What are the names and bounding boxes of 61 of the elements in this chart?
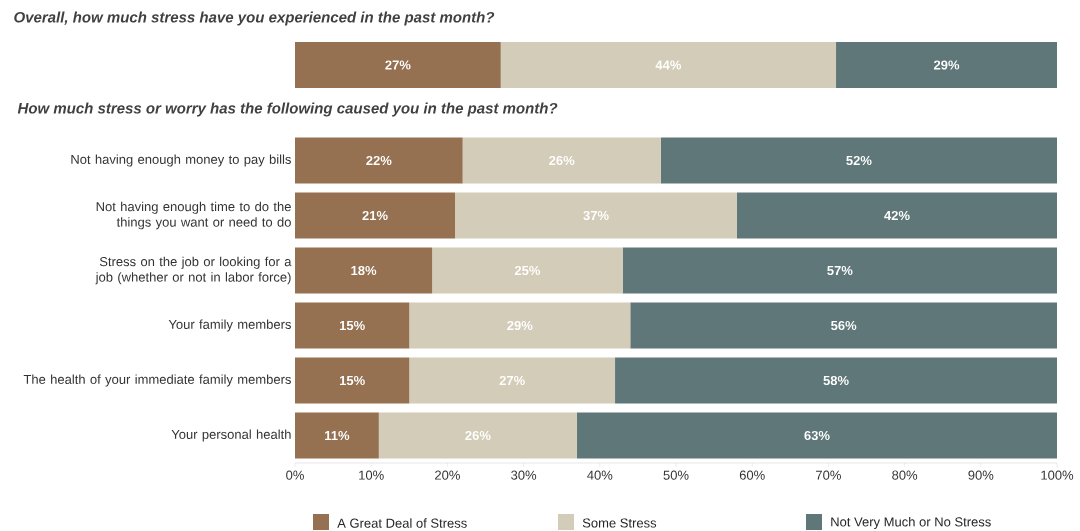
x-tick-label: 90%: [968, 470, 994, 480]
bar: [295, 412, 379, 459]
data-label: 37%: [583, 210, 609, 221]
data-label: 58%: [823, 375, 849, 386]
legend-label: Not Very Much or No Stress: [831, 516, 991, 530]
bar: [409, 302, 631, 349]
y-tick-label: Stress on the job or looking for a job (whether or not in labor force): [95, 256, 292, 285]
data-label: 56%: [831, 320, 857, 331]
data-label: 42%: [884, 210, 910, 221]
x-tick-label: 80%: [892, 470, 918, 480]
bar: [295, 247, 433, 294]
y-tick-label: Not having enough money to pay bills: [71, 154, 291, 167]
bar: [295, 137, 463, 184]
data-label: 25%: [514, 265, 541, 276]
x-tick-label: 60%: [739, 470, 765, 480]
data-label: 15%: [339, 375, 365, 386]
bar: [455, 192, 737, 239]
bar: [409, 357, 616, 404]
data-label: 44%: [655, 60, 682, 70]
bar: [462, 137, 661, 184]
x-tick-label: 0%: [286, 470, 304, 480]
data-label: 29%: [507, 320, 533, 331]
data-label: 57%: [827, 265, 853, 276]
chart-title: How much stress or worry has the following caused you in the past month?: [17, 102, 558, 117]
data-label: 29%: [933, 60, 960, 70]
x-tick-label: 40%: [587, 470, 613, 480]
bar: [660, 137, 1058, 184]
data-label: 27%: [385, 60, 411, 70]
bar: [378, 412, 577, 459]
y-tick-label: Your personal health: [171, 429, 291, 442]
legend-label: Some Stress: [582, 518, 657, 528]
bar: [295, 357, 410, 404]
y-tick-label: The health of your immediate family members: [23, 374, 291, 387]
x-tick-label: 50%: [663, 470, 689, 480]
bar: [736, 192, 1058, 239]
x-tick-label: 20%: [435, 470, 460, 480]
data-label: 27%: [499, 375, 525, 386]
data-label: 22%: [366, 155, 392, 166]
bar: [615, 357, 1058, 404]
bar: [295, 192, 456, 239]
bar: [630, 302, 1058, 349]
x-tick-label: 100%: [1041, 470, 1074, 480]
bar: [432, 247, 623, 294]
chart-title: Overall, how much stress have you experienced in the past month?: [14, 11, 495, 26]
bar: [295, 302, 410, 349]
legend-label: A Great Deal of Stress: [337, 518, 467, 528]
y-tick-label: Not having enough time to do the things you want or need to do: [96, 201, 291, 230]
x-tick-label: 30%: [511, 470, 537, 480]
bar: [576, 412, 1058, 459]
data-label: 18%: [351, 265, 377, 276]
bar: [622, 247, 1058, 294]
x-tick-label: 10%: [359, 470, 384, 480]
data-label: 11%: [325, 430, 350, 441]
data-label: 15%: [339, 320, 365, 331]
data-label: 26%: [465, 430, 491, 441]
y-tick-label: Your family members: [168, 319, 291, 332]
x-tick-label: 70%: [816, 470, 841, 480]
data-label: 21%: [362, 210, 388, 221]
data-label: 63%: [804, 430, 830, 441]
data-label: 52%: [846, 155, 872, 166]
data-label: 26%: [549, 155, 575, 166]
